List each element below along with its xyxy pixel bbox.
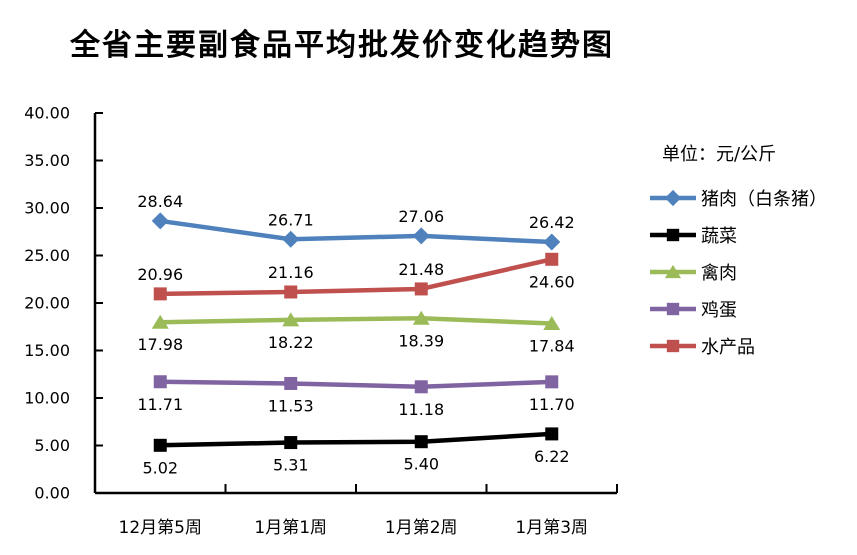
marker-square-icon (666, 228, 680, 242)
marker-diamond-icon (412, 227, 430, 245)
legend: 单位：元/公斤 猪肉（白条猪） 蔬菜禽肉鸡蛋水产品 (650, 140, 827, 371)
legend-swatch-square-icon (650, 302, 696, 316)
data-label-poultry: 18.39 (398, 331, 444, 350)
data-label-poultry: 17.98 (137, 335, 183, 354)
legend-unit-label: 单位：元/公斤 (662, 144, 777, 165)
data-label-vegetables: 5.02 (142, 458, 178, 477)
y-tick-label: 35.00 (24, 151, 70, 170)
series-line-eggs (158, 379, 554, 390)
data-label-aquatic: 20.96 (137, 265, 183, 284)
marker-triangle-icon (664, 264, 682, 279)
data-label-pork: 28.64 (137, 192, 183, 211)
legend-label-pork: 猪肉（白条猪） (701, 189, 827, 210)
data-label-aquatic: 21.48 (398, 260, 444, 279)
marker-square-icon (414, 380, 428, 394)
series-line-pork (158, 218, 554, 245)
marker-diamond-icon (543, 233, 561, 251)
marker-diamond-icon (664, 189, 682, 207)
y-tick-label: 20.00 (24, 294, 70, 313)
x-tick-label: 1月第2周 (385, 518, 458, 538)
legend-item-eggs: 鸡蛋 (650, 297, 827, 321)
marker-square-icon (545, 375, 559, 389)
marker-triangle-icon (151, 314, 169, 329)
data-label-pork: 26.71 (268, 210, 314, 229)
legend-label-aquatic: 水产品 (701, 337, 755, 358)
legend-item-aquatic: 水产品 (650, 334, 827, 358)
marker-square-icon (284, 376, 298, 390)
marker-diamond-icon (282, 230, 300, 248)
series-line-vegetables (158, 431, 554, 448)
legend-swatch-square-icon (650, 339, 696, 353)
x-tick-label: 1月第1周 (254, 518, 327, 538)
legend-item-vegetables: 蔬菜 (650, 223, 827, 247)
x-tick-label: 12月第5周 (119, 518, 202, 538)
y-tick-label: 0.00 (34, 484, 70, 503)
data-label-vegetables: 5.31 (273, 456, 309, 475)
data-label-pork: 27.06 (398, 207, 444, 226)
legend-item-poultry: 禽肉 (650, 260, 827, 284)
data-label-aquatic: 21.16 (268, 263, 314, 282)
legend-item-pork: 猪肉（白条猪） (650, 186, 827, 210)
x-tick-label: 1月第3周 (515, 518, 588, 538)
data-label-poultry: 18.22 (268, 333, 314, 352)
data-label-poultry: 17.84 (529, 337, 575, 356)
marker-square-icon (414, 435, 428, 449)
marker-triangle-icon (412, 310, 430, 325)
legend-swatch-square-icon (650, 228, 696, 242)
data-label-eggs: 11.71 (137, 395, 183, 414)
legend-label-poultry: 禽肉 (701, 263, 737, 284)
marker-square-icon (153, 375, 167, 389)
marker-square-icon (666, 302, 680, 316)
series-line-poultry (158, 316, 554, 326)
series-line-aquatic (158, 257, 554, 297)
marker-triangle-icon (543, 316, 561, 331)
marker-square-icon (284, 436, 298, 450)
y-tick-label: 15.00 (24, 341, 70, 360)
marker-square-icon (153, 438, 167, 452)
marker-square-icon (666, 339, 680, 353)
legend-label-vegetables: 蔬菜 (701, 226, 737, 247)
marker-square-icon (153, 287, 167, 301)
y-tick-label: 5.00 (34, 436, 70, 455)
data-label-vegetables: 6.22 (534, 447, 570, 466)
legend-swatch-triangle-icon (650, 264, 696, 279)
marker-triangle-icon (282, 312, 300, 327)
chart-title: 全省主要副食品平均批发价变化趋势图 (70, 28, 614, 63)
marker-square-icon (284, 285, 298, 299)
legend-swatch-diamond-icon (650, 189, 696, 207)
legend-label-eggs: 鸡蛋 (701, 300, 737, 321)
data-label-pork: 26.42 (529, 213, 575, 232)
y-tick-label: 40.00 (24, 104, 70, 123)
data-label-eggs: 11.18 (398, 400, 444, 419)
y-tick-label: 30.00 (24, 199, 70, 218)
data-label-eggs: 11.70 (529, 395, 575, 414)
data-label-vegetables: 5.40 (403, 455, 439, 474)
marker-square-icon (414, 282, 428, 296)
data-label-aquatic: 24.60 (529, 272, 575, 291)
y-tick-label: 10.00 (24, 389, 70, 408)
marker-square-icon (545, 427, 559, 441)
y-tick-label: 25.00 (24, 246, 70, 265)
marker-square-icon (545, 252, 559, 266)
data-label-eggs: 11.53 (268, 396, 314, 415)
legend-items: 猪肉（白条猪） 蔬菜禽肉鸡蛋水产品 (650, 186, 827, 358)
marker-diamond-icon (151, 212, 169, 230)
